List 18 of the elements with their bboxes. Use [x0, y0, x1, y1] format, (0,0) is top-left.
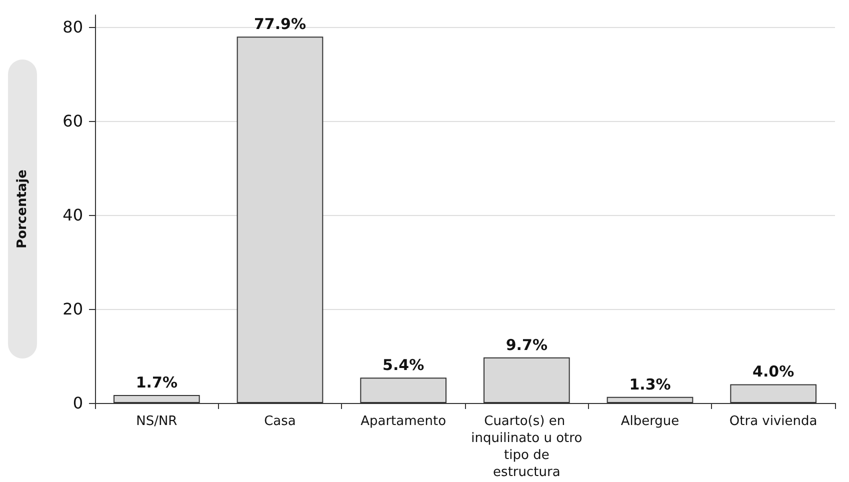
data-label: 9.7%: [506, 336, 548, 354]
x-tick-label: NS/NR: [136, 414, 178, 429]
y-tick-label: 80: [62, 17, 83, 36]
y-tick-label: 40: [62, 205, 83, 224]
x-tick-label: Casa: [264, 414, 296, 429]
data-label: 1.3%: [629, 375, 671, 394]
data-label: 5.4%: [382, 356, 424, 374]
x-tick-label: Otra vivienda: [729, 414, 818, 429]
x-tick-label: Albergue: [620, 414, 680, 429]
data-label: 4.0%: [752, 362, 794, 381]
y-tick-label: 60: [62, 111, 83, 130]
x-tick-label: Cuarto(s) en inquilinato u otro tipo de estructura: [471, 414, 582, 480]
x-tick-label: Apartamento: [360, 414, 446, 429]
data-label: 1.7%: [136, 374, 178, 392]
y-tick-label: 0: [72, 394, 83, 412]
data-label: 77.9%: [254, 15, 306, 34]
y-axis-title: Porcentaje: [15, 169, 30, 248]
y-tick-label: 20: [62, 299, 83, 318]
